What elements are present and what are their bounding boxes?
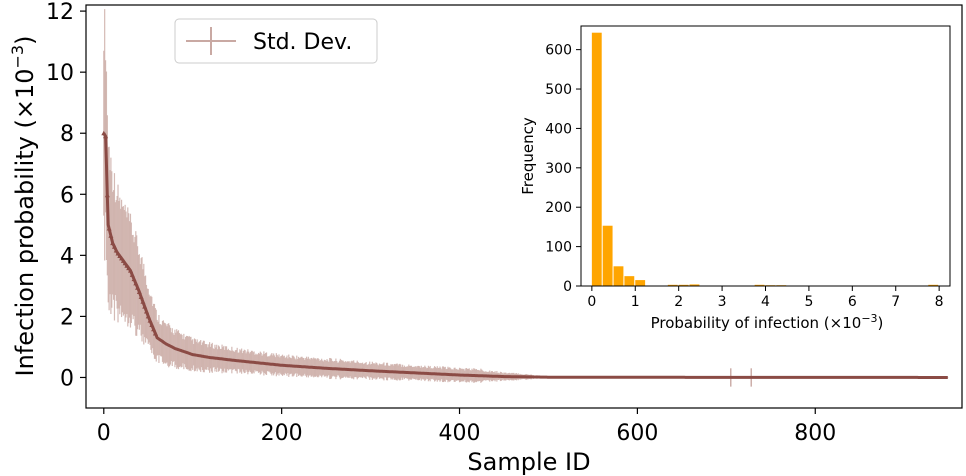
histogram-bar <box>591 32 602 287</box>
legend-entry-std-dev: Std. Dev. <box>253 30 352 55</box>
inset-plot-background <box>581 26 950 286</box>
data-point <box>113 247 119 253</box>
data-point <box>111 244 117 249</box>
data-point <box>138 294 144 299</box>
series-line <box>102 132 948 379</box>
y-tick-label: 10 <box>46 61 74 86</box>
data-point <box>129 272 135 277</box>
inset-y-tick-label: 500 <box>545 82 572 98</box>
data-point <box>145 313 151 319</box>
data-point <box>108 233 114 238</box>
histogram-bar <box>667 284 678 286</box>
data-point <box>115 251 121 256</box>
data-point <box>127 268 133 273</box>
x-tick-label: 800 <box>794 421 836 446</box>
y-tick-label: 8 <box>60 122 74 147</box>
legend-frame <box>174 18 378 64</box>
data-point <box>135 285 141 290</box>
y-tick-label: 4 <box>60 244 74 269</box>
inset-x-tick-label: 2 <box>674 294 683 310</box>
x-tick-label: 200 <box>261 421 303 446</box>
inset-histogram: 0 1 2 3 4 5 6 7 8 0 100 200 300 400 500 600 Probabilit… <box>519 25 951 332</box>
legend: Std. Dev. <box>174 18 378 64</box>
inset-y-tick-label: 300 <box>545 161 572 177</box>
inset-y-tick-label: 200 <box>545 200 572 216</box>
inset-y-tick-label: 400 <box>545 121 572 137</box>
histogram-bar <box>754 284 765 286</box>
data-point <box>152 331 158 336</box>
main-y-ticks: 0 2 4 6 8 10 12 <box>46 0 86 391</box>
data-point <box>142 304 148 309</box>
inset-x-tick-label: 1 <box>631 294 640 310</box>
inset-x-tick-label: 8 <box>935 294 944 310</box>
data-point <box>149 322 155 327</box>
data-point <box>147 318 153 323</box>
inset-x-axis-label: Probability of infection (×10−3) <box>651 312 884 332</box>
x-tick-label: 0 <box>97 421 111 446</box>
histogram-bar <box>678 284 689 286</box>
data-point <box>143 309 149 314</box>
y-tick-label: 6 <box>60 183 74 208</box>
histogram-bar <box>613 266 624 286</box>
data-point <box>119 255 125 261</box>
data-point <box>106 225 112 231</box>
y-tick-label: 2 <box>60 305 74 330</box>
inset-y-tick-label: 600 <box>545 43 572 59</box>
main-y-axis-label: Infection probability (×10−3) <box>8 36 39 377</box>
y-tick-label: 0 <box>60 366 74 391</box>
histogram-bar <box>928 284 939 286</box>
data-point <box>131 276 137 282</box>
x-tick-label: 400 <box>439 421 481 446</box>
inset-y-axis-label: Frequency <box>519 117 537 195</box>
inset-x-tick-label: 3 <box>718 294 727 310</box>
inset-y-tick-label: 0 <box>563 279 572 295</box>
data-point <box>103 133 109 139</box>
data-point <box>122 260 128 266</box>
inset-y-tick-label: 100 <box>545 240 572 256</box>
data-point <box>151 326 157 332</box>
data-point <box>117 253 123 258</box>
data-point <box>124 263 130 268</box>
x-tick-label: 600 <box>616 421 658 446</box>
main-points <box>101 130 948 379</box>
inset-x-tick-label: 0 <box>587 294 596 310</box>
histogram-bar <box>635 280 646 286</box>
data-point <box>120 258 126 263</box>
inset-x-tick-label: 4 <box>761 294 770 310</box>
histogram-bar <box>602 225 613 286</box>
data-point <box>104 192 110 198</box>
data-point <box>126 265 132 271</box>
histogram-bar <box>624 276 635 286</box>
data-point <box>140 299 146 304</box>
data-point <box>136 289 142 294</box>
data-point <box>133 280 139 286</box>
y-tick-label: 12 <box>46 0 74 25</box>
inset-x-tick-label: 6 <box>848 294 857 310</box>
main-x-ticks: 0 200 400 600 800 <box>97 408 836 446</box>
main-x-axis-label: Sample ID <box>467 448 590 476</box>
inset-x-tick-label: 5 <box>804 294 813 310</box>
inset-x-tick-label: 7 <box>891 294 900 310</box>
data-point <box>101 130 107 136</box>
inset-y-ticks: 0 100 200 300 400 500 600 <box>545 43 581 295</box>
data-point <box>110 240 116 246</box>
inset-x-ticks: 0 1 2 3 4 5 6 7 8 <box>587 286 944 310</box>
histogram-bar <box>689 284 700 286</box>
main-plot-frame <box>85 4 963 409</box>
